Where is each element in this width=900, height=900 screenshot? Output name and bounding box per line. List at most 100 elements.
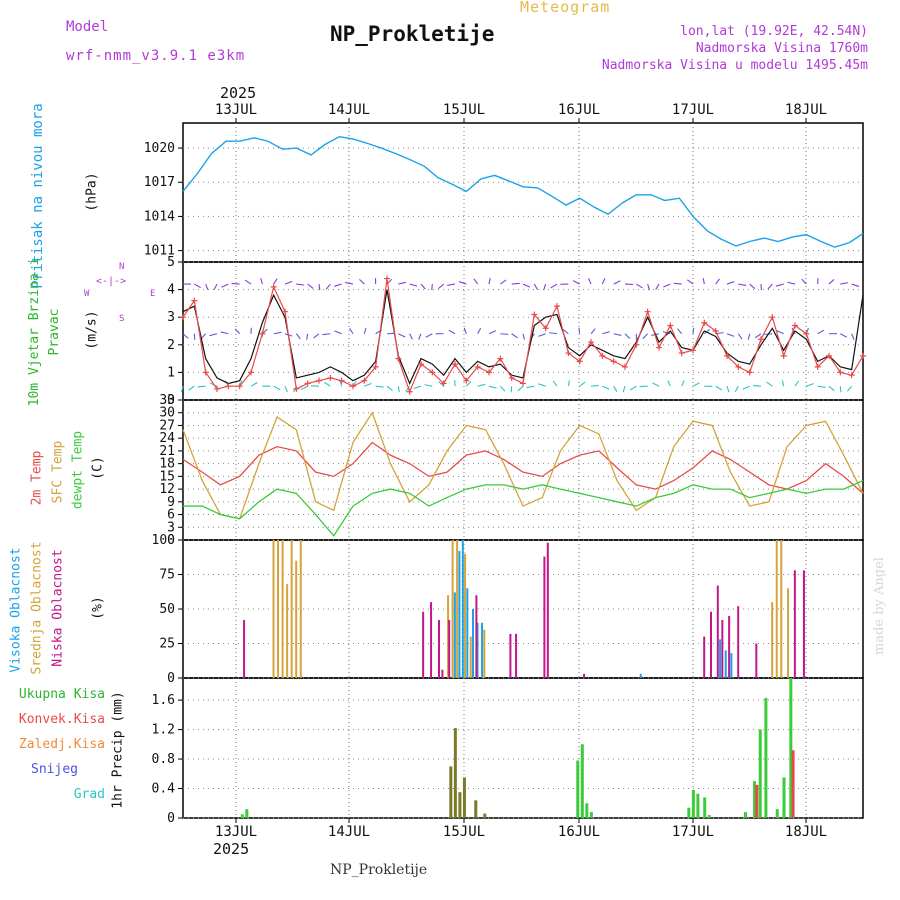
- wind-dir-arrow: [840, 333, 848, 338]
- wind-speed-marker: [746, 369, 753, 376]
- wind-dir-arrow: [602, 331, 610, 335]
- wind-dir-arrow: [273, 385, 281, 391]
- wind-speed-marker: [316, 377, 322, 384]
- wind-dir-arrow: [188, 385, 195, 391]
- cloud-bar: [243, 620, 246, 678]
- y-tick-label: 1020: [144, 141, 175, 156]
- wind-dir-arrow: [409, 333, 413, 340]
- cloud-bar: [441, 669, 444, 678]
- y-tick-label: 4: [167, 283, 175, 298]
- wind-dir-arrow: [250, 382, 258, 387]
- precip-bar: [462, 777, 466, 818]
- y-tick-label: 0.4: [152, 782, 176, 797]
- wind-speed-marker: [542, 325, 549, 332]
- precip-bar: [789, 678, 793, 818]
- wind-speed-marker: [690, 347, 696, 354]
- y-tick-label: 9: [167, 495, 175, 510]
- wind-dir-arrow: [500, 279, 507, 285]
- wind-dir-arrow: [499, 385, 506, 392]
- wind-dir-arrow: [828, 385, 835, 392]
- pressure-line: [182, 135, 864, 248]
- wind-dir-arrow: [488, 330, 497, 335]
- wind-dir-arrow: [200, 333, 207, 340]
- wind-dir-arrow: [284, 280, 293, 285]
- wind-dir-arrow: [526, 385, 535, 389]
- wind-dir-arrow: [636, 283, 643, 289]
- wind-speed-marker: [701, 319, 708, 326]
- cloud-bar: [464, 553, 467, 678]
- panel-frame-1: [182, 261, 864, 401]
- wind-speed-marker: [576, 358, 583, 365]
- wind-speed-marker: [848, 372, 855, 379]
- x-day-label-top: 14JUL: [328, 102, 370, 118]
- wind-dir-arrow: [473, 278, 479, 285]
- wind-dir-arrow: [465, 380, 472, 387]
- cloud-bar: [515, 633, 518, 678]
- wind-speed-marker: [837, 369, 844, 376]
- wind-dir-arrow: [420, 283, 426, 290]
- wind-dir-arrow: [477, 383, 486, 387]
- y-tick-label: 6: [167, 508, 175, 523]
- wind-dir-arrow: [692, 327, 695, 334]
- wind-dir-arrow: [409, 283, 418, 287]
- wind-dir-arrow: [273, 278, 278, 285]
- temp-line-2: [183, 480, 864, 537]
- wind-speed-marker: [225, 383, 232, 390]
- wind-dir-arrow: [234, 328, 241, 335]
- cloud-bar: [438, 620, 440, 678]
- footer-station: NP_Prokletije: [330, 862, 428, 878]
- wind-dir-arrow: [817, 385, 826, 388]
- x-day-label-bottom: 14JUL: [328, 824, 370, 840]
- cloud-bar: [793, 570, 796, 678]
- precip-bar: [458, 792, 462, 818]
- y-tick-label: 0: [167, 393, 175, 408]
- wind-dir-arrow: [588, 278, 592, 285]
- wind-dir-arrow: [424, 384, 433, 387]
- wind-dir-arrow: [749, 283, 756, 290]
- cloud-bar: [458, 551, 461, 678]
- precip-bar: [589, 812, 593, 818]
- wind-speed-marker: [350, 383, 356, 390]
- wind-speed-marker: [270, 283, 277, 290]
- wind-dir-arrow: [284, 385, 288, 393]
- wind-speed-marker: [282, 308, 288, 315]
- wind-dir-arrow: [715, 278, 720, 285]
- wind-dir-arrow: [851, 283, 860, 287]
- precip-bar: [691, 790, 695, 818]
- wind-speed-marker: [486, 369, 492, 376]
- wind-dir-arrow: [673, 282, 682, 285]
- x-day-label-bottom: 17JUL: [672, 824, 714, 840]
- wind-dir-arrow: [359, 278, 365, 285]
- model-elevation-label: Nadmorska Visina u modelu 1495.45m: [601, 58, 868, 73]
- wind-speed-marker: [769, 314, 776, 321]
- wind-speed-marker: [678, 350, 685, 357]
- wind-dir-arrow: [781, 380, 785, 387]
- wind-speed-marker: [860, 352, 866, 359]
- cloud-bar: [475, 595, 478, 678]
- dir-legend-south: S: [119, 314, 125, 324]
- wind-dir-arrow: [458, 281, 467, 285]
- wind-speed-marker: [565, 350, 572, 357]
- wind-speed-marker: [826, 352, 832, 359]
- wind-speed-marker: [520, 380, 526, 387]
- wind-dir-arrow: [578, 327, 581, 334]
- wind-dir-arrow: [300, 385, 308, 390]
- panel-frame-2: [182, 399, 864, 541]
- cloud-bar: [286, 584, 289, 678]
- dir-legend-west: W: [84, 289, 90, 299]
- wind-speed-marker: [361, 377, 368, 384]
- wind-dir-arrow: [726, 386, 730, 393]
- cloud-bar: [469, 636, 472, 678]
- x-day-label-top: 18JUL: [785, 102, 827, 118]
- y-tick-label: 3: [167, 310, 175, 325]
- cloud-bar: [447, 595, 450, 678]
- wind-dir-arrow: [313, 333, 320, 339]
- wind-dir-arrow: [345, 281, 354, 285]
- wind-dir-arrow: [851, 333, 855, 340]
- wind-dir-arrow: [726, 333, 735, 337]
- wind-dir-arrow: [692, 382, 700, 387]
- model-name: wrf-nmm_v3.9.1 e3km: [66, 48, 246, 64]
- wind-dir-arrow: [622, 386, 626, 393]
- y-tick-label: 21: [159, 444, 175, 459]
- y-tick-label: 12: [159, 482, 175, 497]
